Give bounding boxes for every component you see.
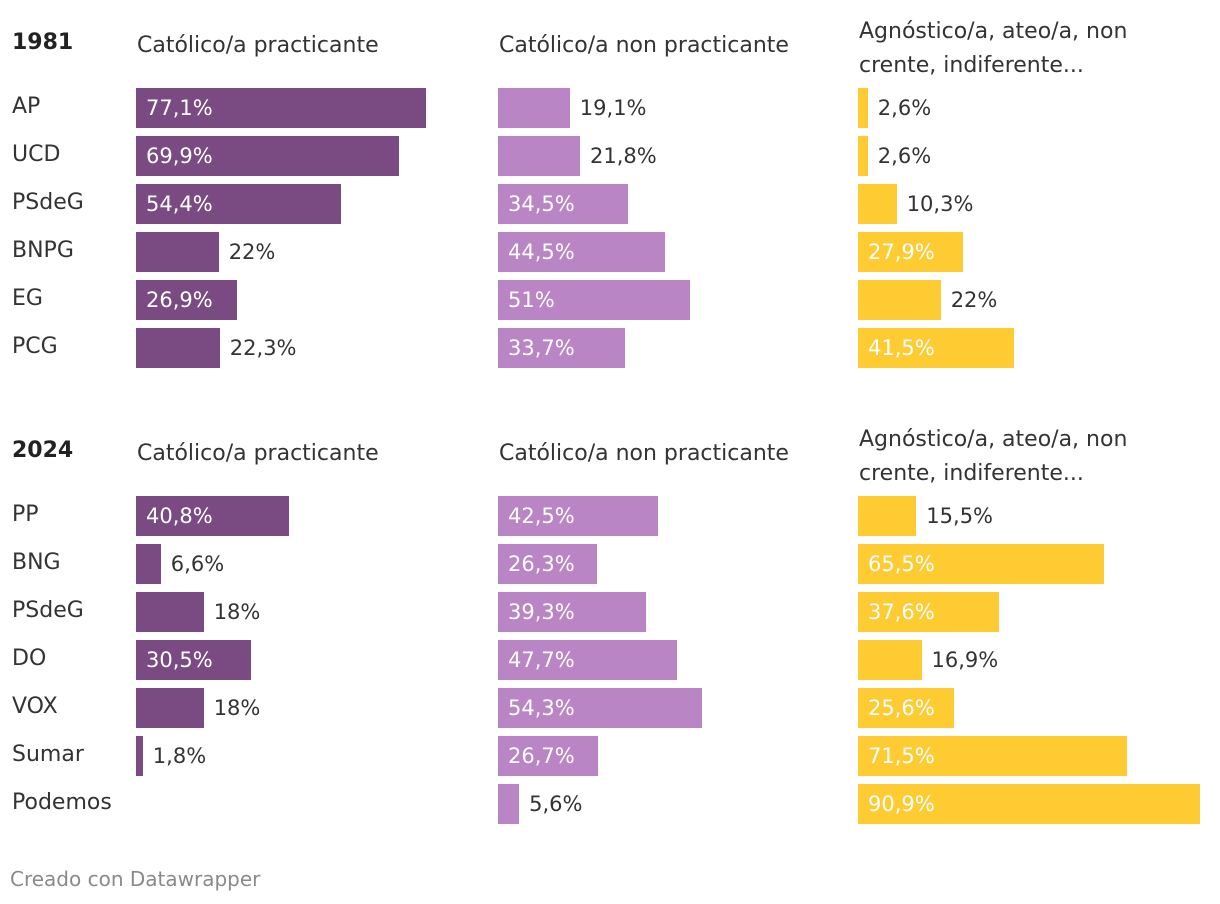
bar-non_practicante [498, 232, 666, 272]
bar-agnostico [858, 136, 868, 176]
bar-agnostico [858, 688, 955, 728]
row-label-pp: PP [12, 502, 39, 527]
value-label-non_practicante: 42,5% [508, 504, 575, 528]
bar-agnostico [858, 736, 1127, 776]
bar-agnostico [858, 88, 868, 128]
value-label-agnostico: 27,9% [868, 240, 935, 264]
row-label-sumar: Sumar [12, 742, 84, 767]
value-label-non_practicante: 33,7% [508, 336, 575, 360]
row-label-podemos: Podemos [12, 790, 112, 815]
value-label-practicante: 54,4% [146, 192, 213, 216]
column-header-non_practicante: Católico/a non practicante [499, 33, 789, 58]
bar-non_practicante [498, 328, 625, 368]
bar-practicante [136, 592, 204, 632]
value-label-agnostico: 71,5% [868, 744, 935, 768]
value-label-non_practicante: 39,3% [508, 600, 575, 624]
value-label-non_practicante: 54,3% [508, 696, 575, 720]
column-header-non_practicante: Católico/a non practicante [499, 441, 789, 466]
value-label-practicante: 77,1% [146, 96, 213, 120]
row-label-do: DO [12, 646, 47, 671]
value-label-agnostico: 90,9% [868, 792, 935, 816]
value-label-agnostico: 15,5% [926, 504, 994, 528]
value-label-agnostico: 16,9% [931, 648, 999, 672]
bar-agnostico [858, 280, 941, 320]
row-label-pcg: PCG [12, 334, 58, 359]
row-label-bng: BNG [12, 550, 61, 575]
bar-agnostico [858, 232, 963, 272]
row-label-ucd: UCD [12, 142, 61, 167]
row-label-vox: VOX [12, 694, 58, 719]
bar-non_practicante [498, 496, 658, 536]
value-label-non_practicante: 26,7% [508, 744, 575, 768]
value-label-non_practicante: 5,6% [529, 792, 583, 816]
bar-non_practicante [498, 784, 520, 824]
value-label-agnostico: 22% [950, 288, 998, 312]
value-label-agnostico: 41,5% [868, 336, 935, 360]
value-label-non_practicante: 19,1% [579, 96, 647, 120]
bar-practicante [136, 328, 220, 368]
bar-practicante [136, 88, 426, 128]
row-label-ap: AP [12, 94, 41, 119]
bar-practicante [136, 232, 219, 272]
bar-non_practicante [498, 688, 703, 728]
bar-non_practicante [498, 592, 646, 632]
row-label-psdeg: PSdeG [12, 598, 84, 623]
bar-agnostico [858, 784, 1200, 824]
value-label-non_practicante: 26,3% [508, 552, 575, 576]
value-label-practicante: 30,5% [146, 648, 213, 672]
bar-non_practicante [498, 544, 597, 584]
bar-practicante [136, 280, 238, 320]
group-year-label: 2024 [12, 438, 74, 463]
bar-agnostico [858, 328, 1014, 368]
column-header-practicante: Católico/a practicante [137, 441, 379, 466]
bar-agnostico [858, 592, 1000, 632]
bar-non_practicante [498, 88, 570, 128]
row-label-psdeg: PSdeG [12, 190, 84, 215]
bar-practicante [136, 688, 204, 728]
footer-credit: Creado con Datawrapper [10, 867, 261, 891]
bar-practicante [136, 136, 399, 176]
bar-agnostico [858, 496, 917, 536]
bar-practicante [136, 640, 251, 680]
value-label-agnostico: 65,5% [868, 552, 935, 576]
value-label-agnostico: 25,6% [868, 696, 935, 720]
value-label-agnostico: 2,6% [877, 144, 932, 168]
value-label-non_practicante: 47,7% [508, 648, 575, 672]
bar-agnostico [858, 184, 897, 224]
bar-practicante [136, 496, 290, 536]
bar-non_practicante [498, 184, 628, 224]
value-label-non_practicante: 21,8% [590, 144, 657, 168]
bar-practicante [136, 736, 143, 776]
value-label-non_practicante: 44,5% [508, 240, 575, 264]
value-label-practicante: 26,9% [146, 288, 213, 312]
column-header-agnostico: Agnóstico/a, ateo/a, non crente, indifer… [859, 19, 1128, 78]
value-label-agnostico: 10,3% [906, 192, 974, 216]
bar-non_practicante [498, 640, 678, 680]
value-label-practicante: 69,9% [146, 144, 213, 168]
column-header-agnostico: Agnóstico/a, ateo/a, non crente, indifer… [859, 427, 1128, 486]
row-label-bnpg: BNPG [12, 238, 74, 263]
value-label-non_practicante: 51% [508, 288, 555, 312]
bar-non_practicante [498, 736, 599, 776]
value-label-practicante: 18% [213, 696, 261, 720]
group-year-label: 1981 [12, 30, 74, 55]
column-header-practicante: Católico/a practicante [137, 33, 379, 58]
bar-practicante [136, 184, 341, 224]
bar-agnostico [858, 640, 922, 680]
value-label-non_practicante: 34,5% [508, 192, 575, 216]
bar-agnostico [858, 544, 1105, 584]
bar-non_practicante [498, 136, 580, 176]
value-label-agnostico: 37,6% [868, 600, 935, 624]
value-label-practicante: 40,8% [146, 504, 213, 528]
bar-non_practicante [498, 280, 690, 320]
value-label-practicante: 6,6% [170, 552, 225, 576]
value-label-practicante: 18% [213, 600, 261, 624]
row-label-eg: EG [12, 286, 43, 311]
value-label-agnostico: 2,6% [877, 96, 932, 120]
value-label-practicante: 22% [228, 240, 276, 264]
bar-practicante [136, 544, 161, 584]
value-label-practicante: 1,8% [152, 744, 207, 768]
value-label-practicante: 22,3% [229, 336, 297, 360]
